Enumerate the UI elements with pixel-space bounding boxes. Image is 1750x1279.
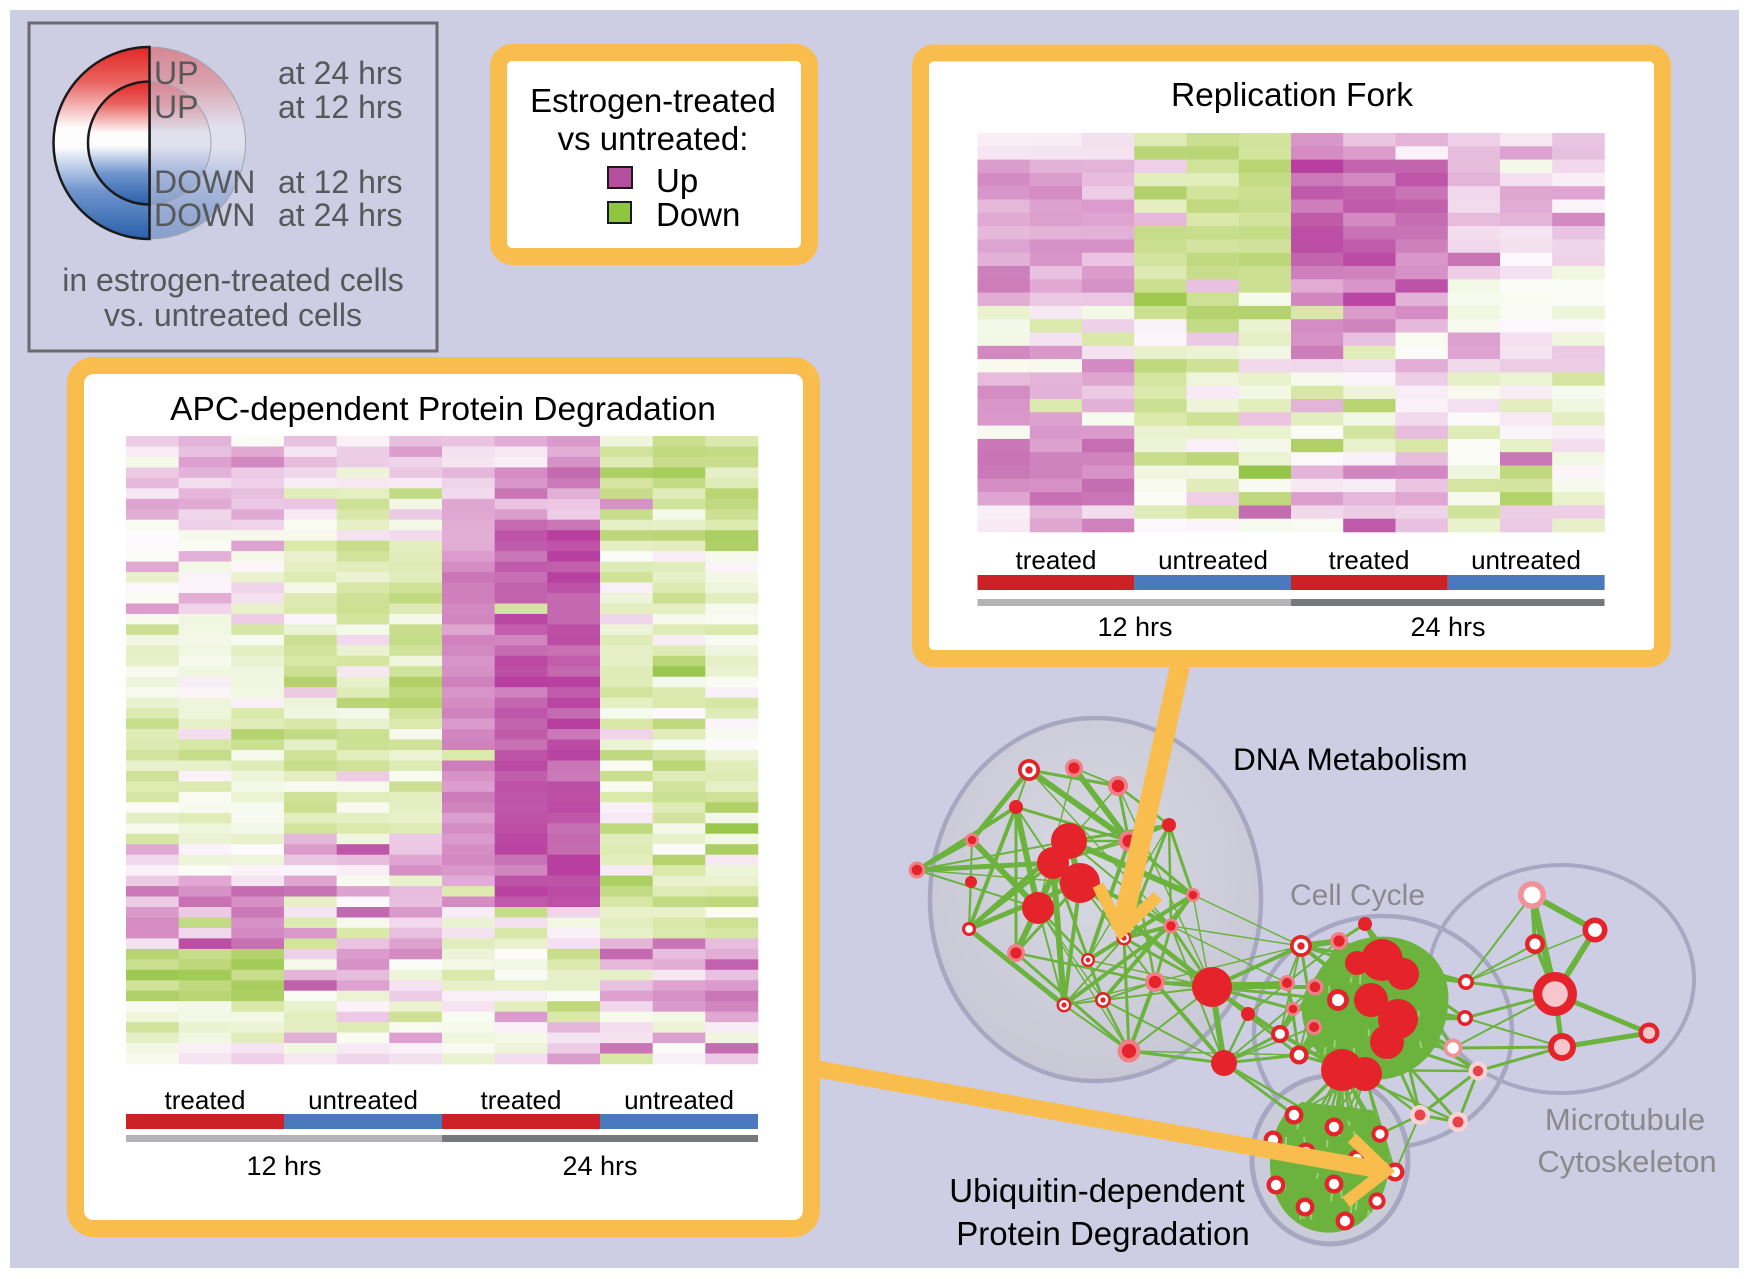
svg-text:vs. untreated cells: vs. untreated cells xyxy=(104,297,362,333)
svg-text:Estrogen-treated: Estrogen-treated xyxy=(530,82,776,119)
svg-text:treated: treated xyxy=(165,1085,246,1115)
svg-text:at 24 hrs: at 24 hrs xyxy=(278,55,403,91)
svg-text:untreated: untreated xyxy=(308,1085,418,1115)
svg-text:Microtubule: Microtubule xyxy=(1545,1102,1705,1137)
svg-text:at 12 hrs: at 12 hrs xyxy=(278,89,403,125)
svg-text:in estrogen-treated cells: in estrogen-treated cells xyxy=(62,262,404,298)
svg-text:treated: treated xyxy=(1329,545,1410,575)
svg-text:DNA Metabolism: DNA Metabolism xyxy=(1233,741,1468,777)
svg-text:Cytoskeleton: Cytoskeleton xyxy=(1537,1144,1716,1179)
svg-text:Ubiquitin-dependent: Ubiquitin-dependent xyxy=(949,1172,1244,1209)
svg-text:24 hrs: 24 hrs xyxy=(1410,612,1485,642)
svg-text:DOWN: DOWN xyxy=(154,164,255,200)
svg-text:Replication Fork: Replication Fork xyxy=(1171,77,1413,114)
svg-text:DOWN: DOWN xyxy=(154,197,255,233)
svg-text:24 hrs: 24 hrs xyxy=(562,1151,637,1181)
svg-text:Cell Cycle: Cell Cycle xyxy=(1290,879,1425,912)
svg-text:at 24 hrs: at 24 hrs xyxy=(278,197,403,233)
svg-text:12 hrs: 12 hrs xyxy=(246,1151,321,1181)
svg-text:Down: Down xyxy=(656,196,740,233)
svg-text:treated: treated xyxy=(481,1085,562,1115)
svg-text:vs untreated:: vs untreated: xyxy=(558,120,749,157)
svg-text:APC-dependent Protein Degradat: APC-dependent Protein Degradation xyxy=(170,391,716,428)
svg-text:Protein Degradation: Protein Degradation xyxy=(956,1215,1250,1252)
svg-text:at 12 hrs: at 12 hrs xyxy=(278,164,403,200)
svg-text:untreated: untreated xyxy=(1471,545,1581,575)
svg-text:untreated: untreated xyxy=(624,1085,734,1115)
svg-text:Up: Up xyxy=(656,162,698,199)
svg-text:UP: UP xyxy=(154,55,198,91)
svg-text:12 hrs: 12 hrs xyxy=(1097,612,1172,642)
svg-text:untreated: untreated xyxy=(1158,545,1268,575)
svg-text:treated: treated xyxy=(1016,545,1097,575)
svg-text:UP: UP xyxy=(154,89,198,125)
